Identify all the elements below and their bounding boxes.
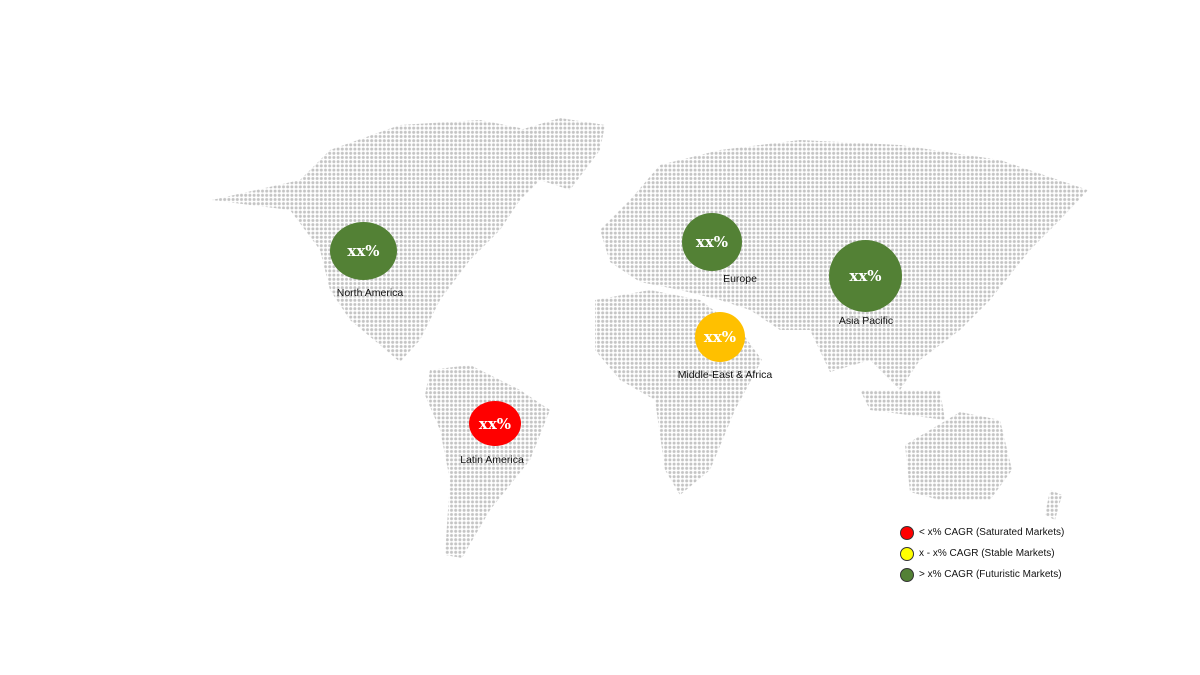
region-value: xx% (478, 414, 512, 433)
indonesia-landmass (860, 390, 945, 420)
green-dot-icon (900, 567, 914, 582)
legend-label: x - x% CAGR (Stable Markets) (919, 548, 1055, 559)
region-value: xx% (703, 328, 737, 346)
middle-east-africa-label: Middle-East & Africa (677, 369, 773, 381)
legend-item-futuristic: > x% CAGR (Futuristic Markets) (900, 564, 1064, 585)
south-america-landmass (425, 365, 550, 558)
legend-item-saturated: < x% CAGR (Saturated Markets) (900, 522, 1064, 543)
region-value: xx% (347, 242, 380, 260)
red-dot-icon (900, 525, 914, 540)
australia-landmass (905, 412, 1012, 500)
asia-pacific-label: Asia Pacific (838, 315, 894, 327)
latin-america-label: Latin America (460, 454, 524, 466)
region-value: xx% (849, 267, 882, 285)
new-zealand-landmass (1045, 490, 1062, 520)
europe-label: Europe (723, 273, 757, 285)
yellow-dot-icon (900, 546, 914, 561)
region-value: xx% (695, 233, 729, 251)
greenland-landmass (520, 118, 605, 190)
legend-item-stable: x - x% CAGR (Stable Markets) (900, 543, 1064, 564)
north-america-bubble: xx% (330, 222, 397, 280)
legend-label: < x% CAGR (Saturated Markets) (919, 527, 1065, 538)
latin-america-bubble: xx% (469, 401, 521, 446)
legend-label: > x% CAGR (Futuristic Markets) (919, 569, 1062, 580)
asia-pacific-bubble: xx% (829, 240, 902, 312)
middle-east-africa-bubble: xx% (695, 312, 745, 362)
north-america-label: North America (336, 287, 404, 299)
europe-bubble: xx% (682, 213, 742, 271)
legend: < x% CAGR (Saturated Markets) x - x% CAG… (900, 522, 1064, 585)
